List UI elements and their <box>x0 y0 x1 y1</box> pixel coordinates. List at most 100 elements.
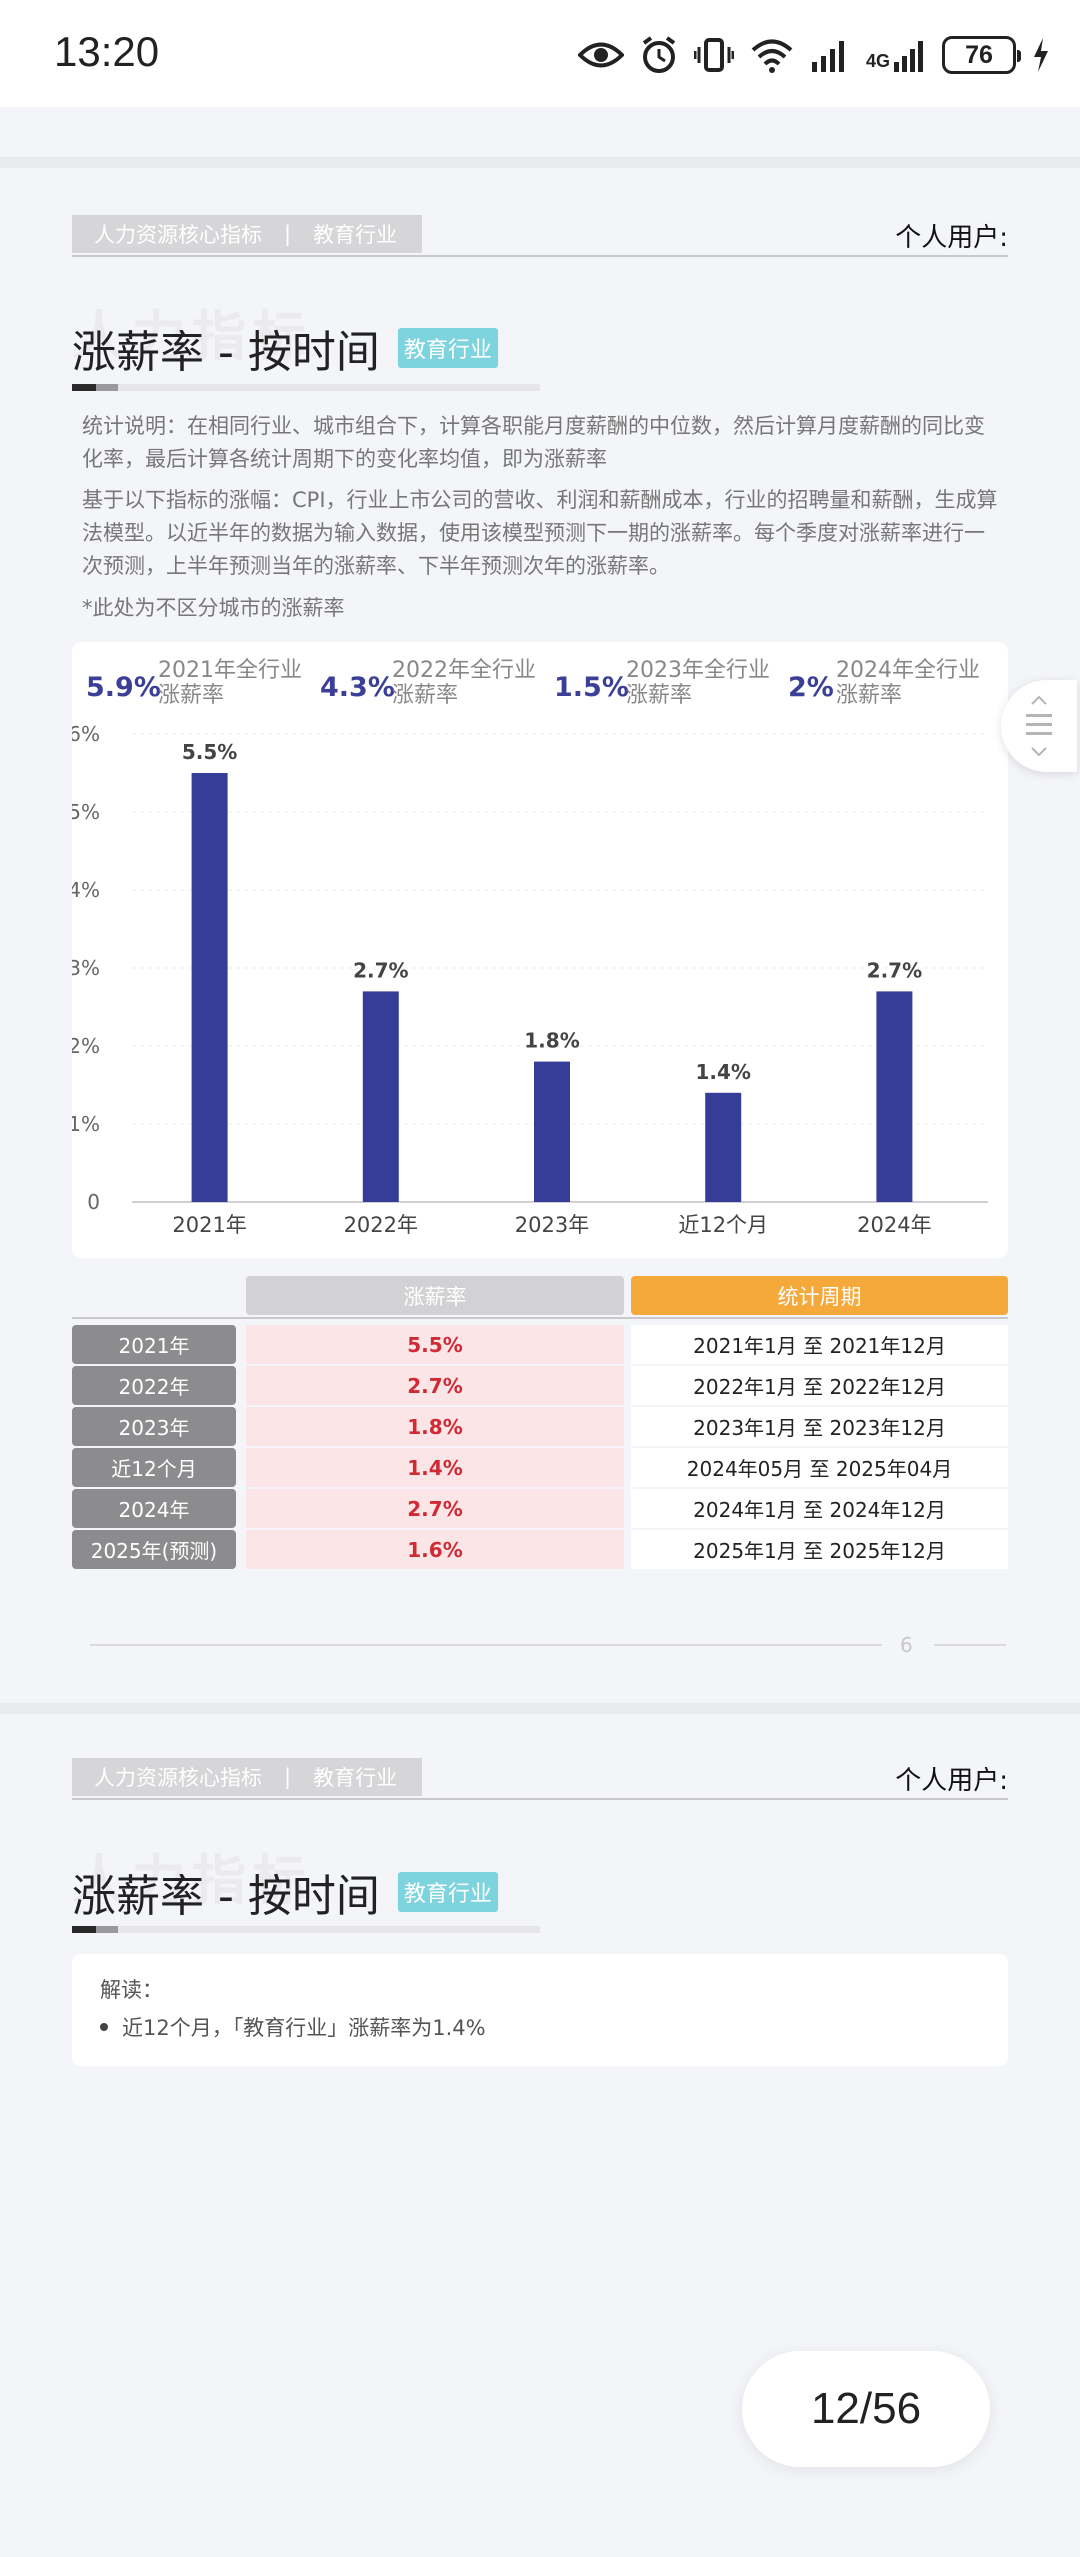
summary-label: 2024年全行业 涨薪率 <box>836 658 980 708</box>
x-tick-label: 2021年 <box>172 1213 246 1237</box>
row-rate: 1.6% <box>246 1530 624 1569</box>
y-tick-label: 5% <box>72 800 100 824</box>
x-tick-label: 2023年 <box>515 1213 589 1237</box>
page-separator <box>0 1703 1080 1714</box>
menu-handle-icon <box>1026 696 1052 756</box>
table-row: 2025年(预测) 1.6% 2025年1月 至 2025年12月 <box>72 1530 1008 1569</box>
header-user-label: 个人用户: <box>895 1766 1008 1796</box>
industry-badge: 教育行业 <box>397 328 498 368</box>
header-category: 人力资源核心指标 <box>94 223 262 247</box>
table-row: 近12个月 1.4% 2024年05月 至 2025年04月 <box>72 1448 1008 1487</box>
bar <box>534 1061 570 1202</box>
table-header-line <box>72 1317 1008 1319</box>
bar-value-label: 5.5% <box>182 740 237 764</box>
x-tick-label: 近12个月 <box>678 1213 768 1237</box>
row-period: 2022年1月 至 2022年12月 <box>631 1366 1008 1405</box>
watermark: 人力指标 <box>72 1849 312 1912</box>
y-tick-label: 6% <box>72 722 100 746</box>
watermark: 人力指标 <box>72 305 312 368</box>
bar <box>191 773 228 1202</box>
bar-value-label: 1.4% <box>695 1060 750 1084</box>
page-separator <box>0 157 1080 168</box>
row-period: 2025年1月 至 2025年12月 <box>631 1530 1008 1569</box>
y-tick-label: 1% <box>72 1112 100 1136</box>
title-underline <box>72 384 540 391</box>
vibrate-icon <box>693 35 734 75</box>
battery-icon: 76 <box>942 36 1021 74</box>
summary-label: 2023年全行业 涨薪率 <box>626 658 770 708</box>
side-menu-handle[interactable] <box>1001 680 1077 772</box>
charging-icon <box>1032 37 1050 73</box>
row-period: 2024年05月 至 2025年04月 <box>631 1448 1008 1487</box>
city-note: *此处为不区分城市的涨薪率 <box>82 596 345 620</box>
industry-badge: 教育行业 <box>397 1872 498 1912</box>
page-title: 涨薪率 - 按时间 教育行业 <box>72 316 498 380</box>
interpretation-text: 近12个月，「教育行业」涨薪率为1.4% <box>122 2016 486 2040</box>
row-year: 2021年 <box>72 1325 236 1364</box>
interpretation-title: 解读： <box>100 1978 163 2002</box>
summary-value: 1.5% <box>554 672 629 703</box>
row-rate: 5.5% <box>246 1325 624 1364</box>
salary-increase-bar-chart: 0 1% 2% 3% 4% 5% 6% 5.5% 2021年 2.7% 2022年 1.8% 2023年… <box>72 722 988 1237</box>
table-header-period: 统计周期 <box>631 1276 1008 1315</box>
table-header-rate: 涨薪率 <box>246 1276 624 1315</box>
summary-row: 5.9% 2021年全行业 涨薪率 4.3% 2022年全行业 涨薪率 1.5% 2… <box>86 656 1006 716</box>
battery-level: 76 <box>965 40 993 69</box>
table-row: 2022年 2.7% 2022年1月 至 2022年12月 <box>72 1366 1008 1405</box>
title-underline <box>72 1926 540 1933</box>
x-tick-label: 2022年 <box>344 1213 418 1237</box>
row-year: 2023年 <box>72 1407 236 1446</box>
page-footer: 6 <box>90 1633 1006 1657</box>
status-time: 13:20 <box>54 28 160 75</box>
x-tick-label: 2024年 <box>857 1213 931 1237</box>
bar-value-label: 2.7% <box>353 958 408 982</box>
summary-value: 4.3% <box>320 672 395 703</box>
y-tick-label: 0 <box>87 1190 100 1214</box>
interpretation-item: 近12个月，「教育行业」涨薪率为1.4% <box>100 2012 486 2042</box>
wifi-icon <box>750 36 794 74</box>
bar <box>876 991 913 1202</box>
model-description: 基于以下指标的涨幅：CPI，行业上市公司的营收、利润和薪酬成本，行业的招聘量和薪… <box>82 488 998 578</box>
summary-value: 5.9% <box>86 672 161 703</box>
header-tag: 人力资源核心指标 | 教育行业 <box>72 215 422 253</box>
page-header: 人力资源核心指标 | 教育行业 个人用户: <box>72 215 1008 257</box>
row-year: 2022年 <box>72 1366 236 1405</box>
status-icons: 4G 76 <box>577 30 1050 80</box>
signal-icon <box>810 38 850 72</box>
stat-description: 统计说明：在相同行业、城市组合下，计算各职能月度薪酬的中位数，然后计算月度薪酬的… <box>82 414 985 471</box>
y-tick-label: 3% <box>72 956 100 980</box>
row-period: 2023年1月 至 2023年12月 <box>631 1407 1008 1446</box>
eye-icon <box>577 38 624 72</box>
bar-value-label: 1.8% <box>524 1029 579 1053</box>
row-year: 近12个月 <box>72 1448 236 1487</box>
row-rate: 2.7% <box>246 1489 624 1528</box>
interpretation-card: 解读： 近12个月，「教育行业」涨薪率为1.4% <box>72 1954 1008 2066</box>
page-header: 人力资源核心指标 | 教育行业 个人用户: <box>72 1758 1008 1800</box>
header-divider-line <box>72 255 1008 257</box>
row-rate: 2.7% <box>246 1366 624 1405</box>
header-divider: | <box>284 222 292 246</box>
report-page-6: 人力资源核心指标 | 教育行业 个人用户: 人力指标 涨薪率 - 按时间 教育行… <box>0 168 1080 1703</box>
header-divider-line <box>72 1798 1008 1800</box>
table-row: 2021年 5.5% 2021年1月 至 2021年12月 <box>72 1325 1008 1364</box>
row-period: 2024年1月 至 2024年12月 <box>631 1489 1008 1528</box>
row-year: 2024年 <box>72 1489 236 1528</box>
chart-card: 5.9% 2021年全行业 涨薪率 4.3% 2022年全行业 涨薪率 1.5% 2… <box>72 642 1008 1258</box>
summary-label: 2021年全行业 涨薪率 <box>158 658 302 708</box>
status-bar: 13:20 4G 76 <box>0 0 1080 107</box>
header-user-label: 个人用户: <box>895 223 1008 253</box>
bar <box>362 991 399 1202</box>
header-category: 人力资源核心指标 <box>94 1766 262 1790</box>
row-year: 2025年(预测) <box>72 1530 236 1569</box>
bar <box>705 1092 742 1202</box>
y-tick-label: 2% <box>72 1034 100 1058</box>
network-label: 4G <box>865 51 890 71</box>
signal-4g-icon: 4G <box>866 38 926 72</box>
bar-value-label: 2.7% <box>867 958 922 982</box>
page-title-text: 涨薪率 - 按时间 <box>72 327 380 378</box>
alarm-icon <box>640 35 678 75</box>
bullet-icon <box>100 2023 108 2031</box>
header-divider: | <box>284 1765 292 1789</box>
page-title-text: 涨薪率 - 按时间 <box>72 1871 380 1922</box>
page-counter[interactable]: 12/56 <box>742 2351 990 2467</box>
